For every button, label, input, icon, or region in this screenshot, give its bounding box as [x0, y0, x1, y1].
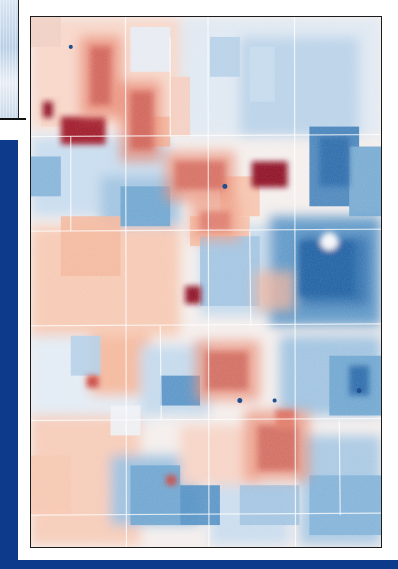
- slide-bottom-band: [0, 560, 398, 569]
- speckles: [68, 44, 362, 404]
- divider: [0, 118, 26, 120]
- previous-image-fragment: [0, 0, 19, 118]
- map-frame: [26, 12, 386, 552]
- field-map-svg: [31, 17, 381, 547]
- field-map-image: [30, 16, 382, 548]
- grain-overlay: [31, 17, 381, 547]
- slide-background: [0, 140, 18, 560]
